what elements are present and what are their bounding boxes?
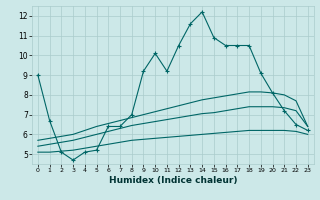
X-axis label: Humidex (Indice chaleur): Humidex (Indice chaleur) xyxy=(108,176,237,185)
